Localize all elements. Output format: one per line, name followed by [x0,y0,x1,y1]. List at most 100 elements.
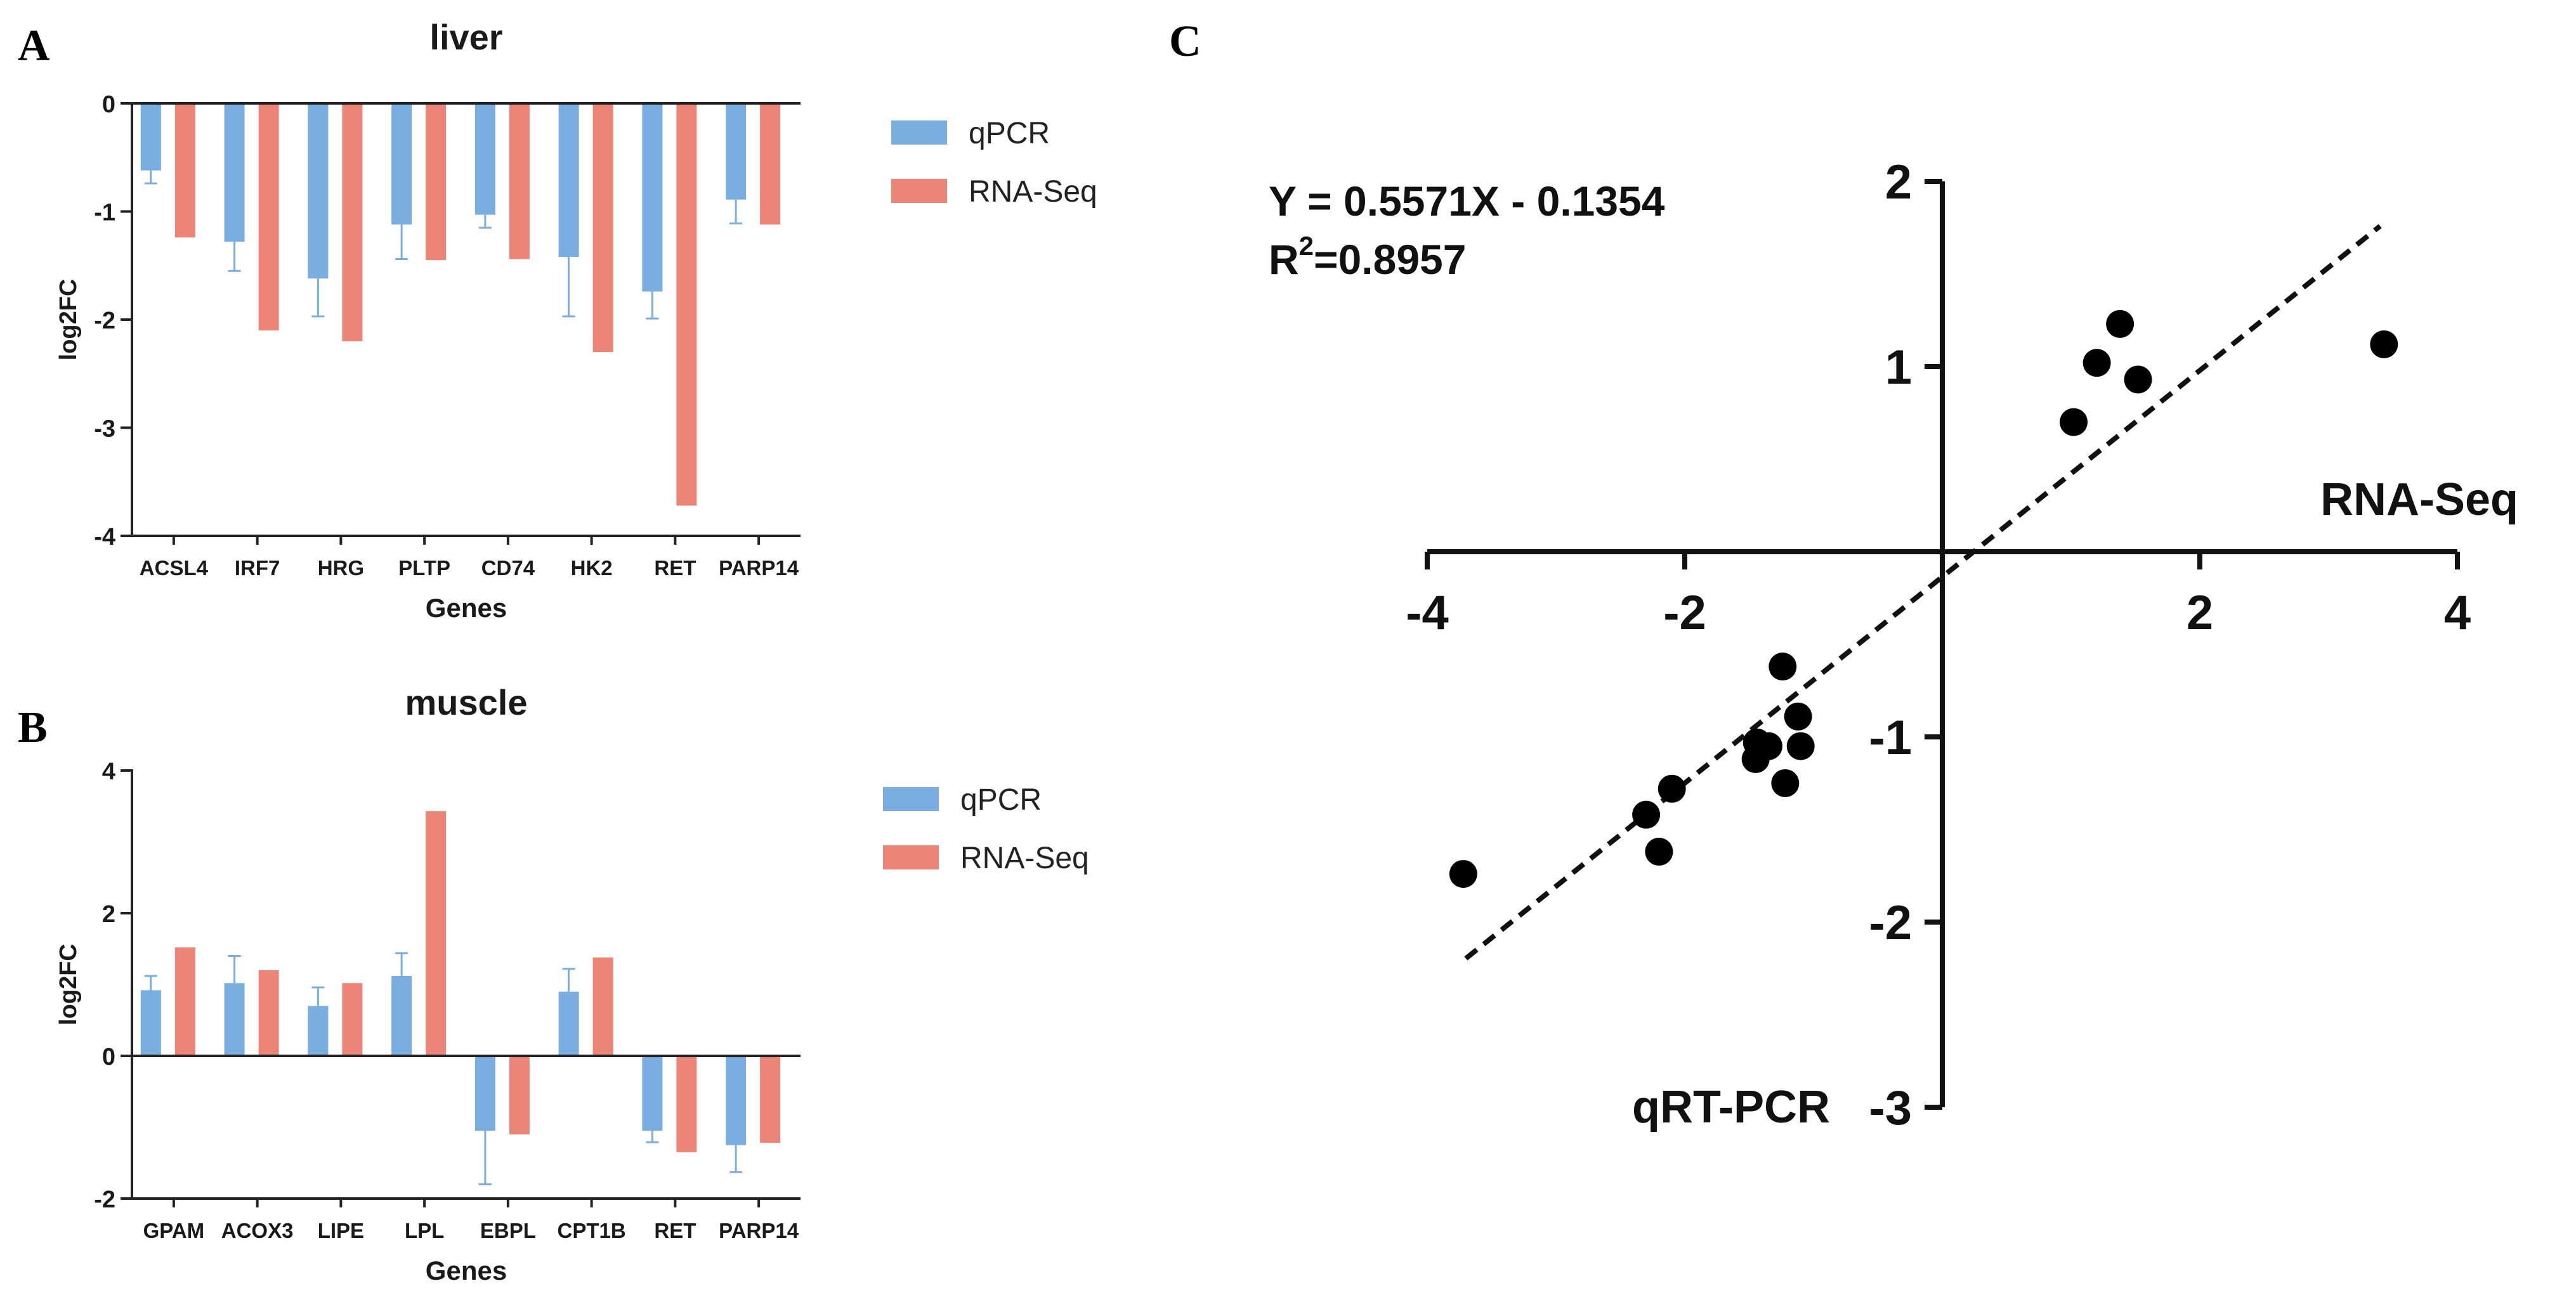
bar-rna-seq-lpl [426,811,447,1056]
bar-rna-seq-ret [676,103,697,506]
y-tick-label: -3 [1869,1081,1912,1135]
r-squared-label: R2=0.8957 [1269,231,1466,283]
x-tick-label: CPT1B [558,1219,626,1242]
liver-bar-chart: liver ACSL4 IRF7 HRG PLTP CD74 HK2 RET PARP14 0 -1… [55,17,1097,623]
y-tick-label: 2 [1885,155,1912,209]
bar-qpcr-parp14 [726,103,747,200]
x-tick-label: PARP14 [719,1219,799,1242]
data-point [2082,349,2111,377]
y-tick-label: -1 [1869,711,1912,765]
x-tick-label: 4 [2444,586,2471,640]
chart-title: muscle [405,682,528,722]
x-tick-label: EBPL [480,1219,536,1242]
legend-swatch-rna-seq [883,845,939,869]
x-tick-label: HRG [318,556,364,580]
x-axis-label: RNA-Seq [2320,474,2518,525]
legend-label-qpcr: qPCR [969,117,1050,150]
y-tick-label: -1 [94,200,115,226]
panel-label-b: B [18,703,48,752]
bar-rna-seq-acsl4 [174,103,195,238]
y-tick-label: -2 [1869,896,1912,950]
x-axis-label: Genes [426,593,507,623]
x-tick-label: -2 [1663,586,1706,640]
data-point [1645,838,1673,866]
data-point [1771,769,1800,797]
bar-rna-seq-pltp [426,103,447,261]
data-point [1769,653,1797,681]
bar-qpcr-cpt1b [558,991,579,1056]
legend-swatch-qpcr [891,120,947,145]
x-tick-label: ACSL4 [140,556,209,580]
x-tick-label: IRF7 [235,556,280,580]
panel-label-c: C [1169,17,1201,66]
x-tick-label: RET [654,556,696,580]
chart-title: liver [429,17,502,57]
r-squared-value: =0.8957 [1314,236,1466,283]
bar-qpcr-ebpl [474,1056,495,1131]
data-point [2124,365,2152,394]
bar-qpcr-parp14 [726,1056,747,1145]
bar-rna-seq-irf7 [258,103,279,331]
x-tick-label: LIPE [318,1219,364,1242]
regression-equation: Y = 0.5571X - 0.1354 [1269,178,1665,224]
bar-qpcr-pltp [391,103,412,224]
bar-rna-seq-acox3 [258,970,279,1056]
x-tick-label: ACOX3 [221,1219,294,1242]
legend-label-qpcr: qPCR [960,783,1042,817]
bar-rna-seq-hrg [342,103,363,342]
regression-line [1464,224,2382,961]
bar-qpcr-lpl [391,976,412,1056]
bar-rna-seq-parp14 [760,103,781,224]
y-axis-label: qRT-PCR [1632,1082,1830,1133]
bar-qpcr-ret [642,103,663,292]
bar-qpcr-hrg [308,103,329,279]
bar-rna-seq-ebpl [509,1056,530,1135]
data-point [1449,860,1477,888]
correlation-scatter-plot: -4 -2 2 421-1-2-3Y = 0.5571X - 0.1354R2=0.8… [1269,155,2518,1135]
bar-qpcr-cd74 [474,103,495,215]
bar-rna-seq-ret [676,1056,697,1152]
muscle-bar-chart: muscle GPAM ACOX3 LIPE LPL EBPL CPT1B RET PARP14… [55,682,1089,1285]
x-tick-label: HK2 [571,556,613,580]
bar-qpcr-hk2 [558,103,579,257]
data-point [1657,774,1686,803]
x-tick-label: PLTP [398,556,450,580]
data-point [1784,702,1812,731]
bar-qpcr-ret [642,1056,663,1131]
bar-rna-seq-parp14 [760,1056,781,1143]
bar-rna-seq-cd74 [509,103,530,259]
legend-label-rna-seq: RNA-Seq [969,175,1097,209]
bar-rna-seq-lipe [342,983,363,1056]
x-tick-label: LPL [405,1219,444,1242]
y-tick-label: 2 [102,901,115,928]
y-tick-label: -3 [94,416,115,443]
data-point [1632,800,1661,829]
bar-rna-seq-hk2 [592,103,613,353]
panel-label-a: A [18,22,50,70]
x-tick-label: PARP14 [719,556,799,580]
r-squared-superscript: 2 [1299,231,1314,261]
legend-swatch-rna-seq [891,179,947,203]
bar-qpcr-gpam [140,990,161,1056]
r-symbol: R [1269,236,1299,283]
x-tick-label: -4 [1406,586,1449,640]
y-tick-label: 4 [102,758,115,785]
y-tick-label: -4 [94,524,115,550]
y-tick-label: -2 [94,308,115,334]
data-point [1754,732,1782,760]
data-point [2106,309,2135,338]
y-tick-label: 1 [1885,341,1912,394]
x-tick-label: 2 [2187,586,2213,640]
data-point [1786,732,1815,760]
bar-qpcr-lipe [308,1006,329,1056]
y-axis-label: log2FC [55,279,82,361]
bar-qpcr-irf7 [224,103,245,242]
legend-swatch-qpcr [883,787,939,811]
y-axis-label: log2FC [55,944,82,1025]
legend-label-rna-seq: RNA-Seq [960,842,1089,875]
y-tick-label: 0 [102,91,115,118]
data-point [2060,408,2088,436]
y-tick-label: 0 [102,1044,115,1070]
bar-qpcr-acsl4 [140,103,161,171]
